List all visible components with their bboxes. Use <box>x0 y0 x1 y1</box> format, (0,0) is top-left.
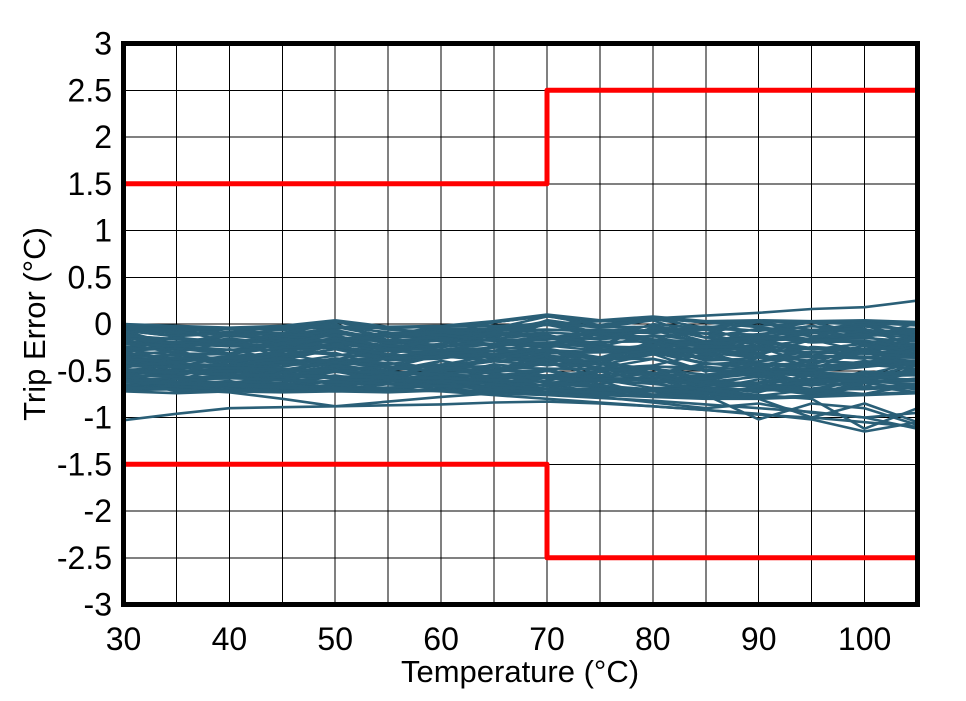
x-tick-label: 50 <box>317 621 353 657</box>
y-tick-label: -0.5 <box>57 353 112 389</box>
y-tick-label: 1 <box>94 213 112 249</box>
y-axis-label: Trip Error (°C) <box>17 227 52 421</box>
plot-border <box>121 41 920 607</box>
y-tick-label: -1 <box>84 400 112 436</box>
x-tick-label: 40 <box>212 621 248 657</box>
y-tick-label: 2 <box>94 119 112 155</box>
y-tick-label: 1.5 <box>68 166 112 202</box>
y-tick-label: 3 <box>94 26 112 62</box>
device-trace-layer <box>122 299 919 433</box>
x-tick-labels: 30 40 50 60 70 80 90 100 <box>106 621 892 657</box>
x-tick-label: 60 <box>423 621 459 657</box>
y-tick-labels: 3 2.5 2 1.5 1 0.5 0 -0.5 -1 -1.5 -2 -2.5 -3 <box>57 26 112 623</box>
y-tick-label: -2.5 <box>57 540 112 576</box>
x-tick-label: 30 <box>106 621 142 657</box>
y-tick-label: -1.5 <box>57 446 112 482</box>
y-tick-label: -2 <box>84 493 112 529</box>
x-tick-label: 80 <box>635 621 671 657</box>
y-tick-label: 0.5 <box>68 259 112 295</box>
x-tick-label: 90 <box>741 621 777 657</box>
x-axis-label: Temperature (°C) <box>401 654 639 689</box>
y-tick-label: -3 <box>84 587 112 623</box>
y-tick-label: 2.5 <box>68 72 112 108</box>
x-tick-label: 70 <box>529 621 565 657</box>
y-tick-label: 0 <box>94 306 112 342</box>
limit-line-layer <box>123 87 918 561</box>
x-tick-label: 100 <box>838 621 891 657</box>
